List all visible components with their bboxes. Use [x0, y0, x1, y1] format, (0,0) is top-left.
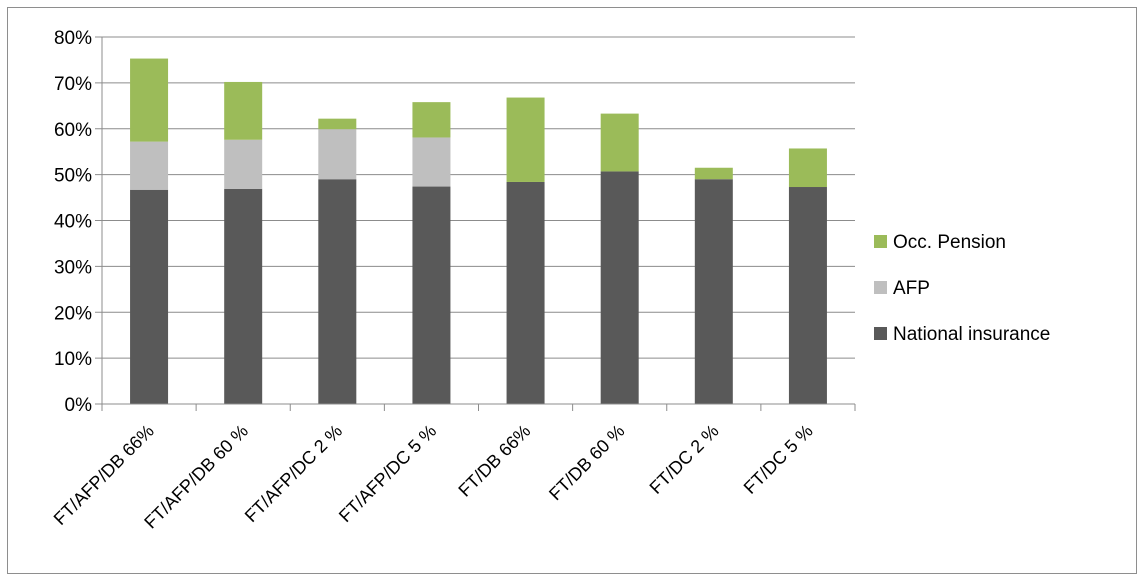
- legend-swatch: [874, 327, 887, 340]
- x-tick-label: FT/DC 5 %: [740, 421, 817, 498]
- x-tick-label: FT/AFP/DC 2 %: [241, 421, 346, 526]
- legend-label: Occ. Pension: [893, 232, 1006, 253]
- bar-segment-afp: [318, 129, 357, 180]
- bar-segment-national-insurance: [224, 188, 263, 404]
- x-tick-label: FT/DB 66%: [454, 421, 534, 501]
- y-tick-labels: 0% 10% 20% 30% 40% 50% 60% 70% 80%: [54, 28, 92, 416]
- x-tick-label: FT/AFP/DB 60 %: [140, 421, 252, 533]
- bar-segment-occ-pension: [788, 148, 827, 188]
- legend: Occ. Pension AFP National insurance: [874, 232, 1050, 345]
- bar-segment-national-insurance: [130, 189, 169, 404]
- gridlines: [102, 36, 855, 359]
- x-tick-label: FT/DC 2 %: [646, 421, 723, 498]
- bar-segment-occ-pension: [130, 58, 169, 142]
- x-tick-labels: FT/AFP/DB 66%FT/AFP/DB 60 %FT/AFP/DC 2 %…: [50, 421, 817, 533]
- x-tick-label: FT/AFP/DB 66%: [50, 421, 158, 529]
- bar-segment-afp: [224, 139, 263, 189]
- x-tick-label: FT/AFP/DC 5 %: [335, 421, 440, 526]
- bar-segment-occ-pension: [694, 167, 733, 180]
- y-tick-label: 80%: [54, 28, 92, 49]
- legend-swatch: [874, 281, 887, 294]
- bars: [130, 58, 827, 404]
- bar-segment-occ-pension: [412, 102, 451, 138]
- chart-frame: [7, 7, 1137, 574]
- bar-segment-national-insurance: [694, 179, 733, 404]
- bar-segment-occ-pension: [224, 81, 263, 140]
- bar-segment-occ-pension: [318, 118, 357, 130]
- axes: [95, 36, 856, 411]
- y-tick-label: 10%: [54, 349, 92, 370]
- y-tick-label: 30%: [54, 257, 92, 278]
- y-tick-label: 50%: [54, 166, 92, 187]
- bar-segment-national-insurance: [318, 179, 357, 404]
- y-tick-label: 0%: [65, 395, 93, 416]
- y-tick-label: 60%: [54, 120, 92, 141]
- x-tick-label: FT/DB 60 %: [545, 421, 628, 504]
- bar-segment-occ-pension: [600, 113, 639, 172]
- y-tick-label: 20%: [54, 303, 92, 324]
- bar-segment-national-insurance: [788, 187, 827, 404]
- y-tick-label: 70%: [54, 74, 92, 95]
- legend-swatch: [874, 235, 887, 248]
- y-tick-label: 40%: [54, 212, 92, 233]
- bar-segment-national-insurance: [506, 181, 545, 404]
- bar-segment-occ-pension: [506, 97, 545, 182]
- legend-label: AFP: [893, 278, 930, 299]
- bar-segment-national-insurance: [600, 171, 639, 404]
- legend-label: National insurance: [893, 324, 1050, 345]
- bar-segment-afp: [412, 137, 451, 187]
- bar-segment-afp: [130, 141, 169, 190]
- bar-segment-national-insurance: [412, 186, 451, 404]
